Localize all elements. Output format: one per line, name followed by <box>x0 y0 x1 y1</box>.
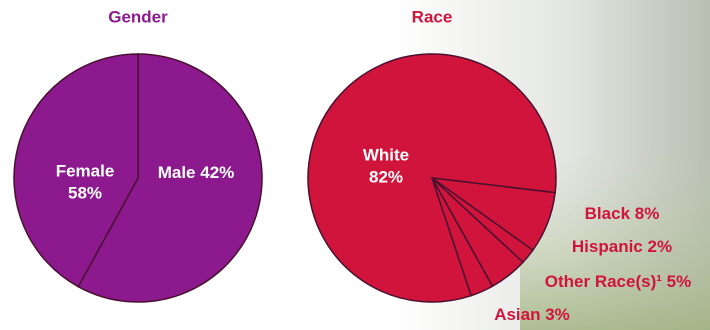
slice-label-group: Other Race(s)¹ 5% <box>545 272 691 291</box>
chart-title: Gender <box>108 7 168 26</box>
slice-label: Male <box>158 163 196 182</box>
slice-label: Hispanic <box>572 237 643 256</box>
slice-value-label: 82% <box>369 167 403 186</box>
slice-value-label: 42% <box>200 163 234 182</box>
pie-slice <box>13 53 139 288</box>
slice-label-group: Asian 3% <box>494 305 570 324</box>
slice-value-label: 2% <box>648 237 673 256</box>
slice-value-label: 8% <box>635 204 660 223</box>
slice-label: Other Race(s)¹ <box>545 272 662 291</box>
slice-value-label: 3% <box>545 305 570 324</box>
slice-value-label: 58% <box>68 183 102 202</box>
slice-value-label: 5% <box>667 272 692 291</box>
pie-slice <box>77 53 263 303</box>
slice-label: Female <box>56 161 115 180</box>
pie-slice <box>431 177 494 297</box>
slice-label: Asian <box>494 305 540 324</box>
slice-label-group: Black 8% <box>585 204 660 223</box>
chart-title: Race <box>412 7 453 26</box>
slice-label: Black <box>585 204 631 223</box>
slice-label-group: Male 42% <box>158 163 235 182</box>
slice-label: White <box>363 145 409 164</box>
slice-label-group: Hispanic 2% <box>572 237 672 256</box>
